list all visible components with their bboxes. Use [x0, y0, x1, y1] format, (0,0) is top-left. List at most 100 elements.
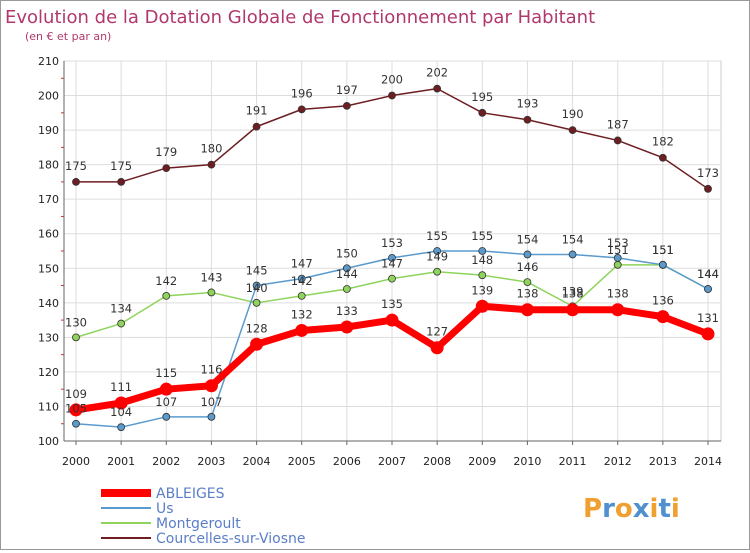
y-tick-label: 100 [38, 435, 59, 448]
chart-subtitle: (en € et par an) [25, 30, 111, 43]
data-label-montgeroult: 142 [291, 274, 313, 288]
logo-letter: r [602, 494, 615, 524]
data-point-courcelles-sur-viosne [117, 178, 126, 186]
data-label-ableiges: 133 [336, 304, 358, 318]
data-point-courcelles-sur-viosne [523, 115, 532, 124]
data-label-montgeroult: 151 [652, 243, 674, 257]
data-point-montgeroult [252, 298, 261, 307]
data-label-courcelles-sur-viosne: 200 [381, 73, 403, 87]
y-tick-label: 110 [38, 400, 59, 413]
data-label-montgeroult: 143 [200, 270, 222, 284]
data-label-ableiges: 138 [607, 287, 629, 301]
data-point-montgeroult [207, 288, 216, 297]
data-label-ableiges: 115 [155, 366, 177, 380]
data-label-montgeroult: 134 [110, 302, 132, 316]
data-point-ableiges [295, 323, 309, 337]
data-point-us [568, 250, 577, 259]
legend-label-courcelles-sur-viosne: Courcelles-sur-Viosne [156, 531, 305, 547]
data-point-us [342, 264, 351, 273]
data-labels: 175 175 179 180 191 196 197 200 202 195 193 190 187 1… [65, 66, 719, 420]
data-label-montgeroult: 139 [562, 284, 584, 298]
data-label-courcelles-sur-viosne: 187 [607, 117, 629, 131]
x-tick-label: 2002 [152, 455, 180, 468]
proxiti-logo: Proxiti [583, 494, 680, 524]
data-point-courcelles-sur-viosne [72, 178, 80, 186]
data-label-courcelles-sur-viosne: 175 [110, 159, 132, 173]
x-tick-label: 2014 [694, 455, 722, 468]
data-label-us: 107 [155, 395, 177, 409]
data-point-us [658, 260, 667, 269]
data-label-montgeroult: 144 [697, 267, 719, 281]
data-label-us: 150 [336, 246, 358, 260]
data-label-us: 145 [246, 264, 268, 278]
x-tick-label: 2003 [197, 455, 225, 468]
data-label-ableiges: 135 [381, 297, 403, 311]
logo-letter: i [671, 494, 680, 524]
data-point-ableiges [114, 396, 128, 410]
y-tick-label: 170 [38, 193, 59, 206]
data-label-montgeroult: 140 [246, 281, 268, 295]
data-label-us: 155 [426, 229, 448, 243]
data-label-us: 147 [291, 257, 313, 271]
data-point-ableiges [475, 299, 489, 313]
legend-label-us: Us [156, 501, 174, 517]
x-tick-label: 2004 [243, 455, 271, 468]
data-point-ableiges [159, 382, 173, 396]
data-point-us [207, 412, 216, 421]
data-label-montgeroult: 144 [336, 267, 358, 281]
grid [63, 60, 722, 442]
data-label-us: 153 [607, 236, 629, 250]
data-label-montgeroult: 130 [65, 315, 87, 329]
data-point-ableiges [520, 303, 534, 317]
data-point-ableiges [566, 303, 580, 317]
data-label-us: 151 [652, 243, 674, 257]
x-tick-label: 2001 [107, 455, 135, 468]
data-point-us [704, 285, 712, 293]
data-point-ableiges [430, 341, 444, 355]
data-label-montgeroult: 142 [155, 274, 177, 288]
data-label-ableiges: 132 [291, 307, 313, 321]
data-point-courcelles-sur-viosne [704, 184, 712, 193]
data-point-courcelles-sur-viosne [568, 126, 577, 134]
series-layer [69, 84, 715, 432]
chart-title: Evolution de la Dotation Globale de Fonc… [5, 7, 595, 28]
x-tick-label: 2013 [649, 455, 677, 468]
data-point-ableiges [656, 310, 670, 324]
logo-letter: x [633, 494, 650, 524]
data-point-us [523, 250, 532, 259]
data-point-us [72, 419, 80, 428]
data-label-courcelles-sur-viosne: 193 [516, 97, 538, 111]
data-point-courcelles-sur-viosne [478, 108, 487, 117]
data-point-ableiges [385, 313, 399, 327]
x-tick-label: 2005 [288, 455, 316, 468]
x-tick-label: 2012 [604, 455, 632, 468]
y-tick-label: 160 [38, 228, 59, 241]
data-label-courcelles-sur-viosne: 182 [652, 135, 674, 149]
data-point-montgeroult [342, 285, 351, 293]
y-tick-label: 120 [38, 366, 59, 379]
legend-label-montgeroult: Montgeroult [156, 516, 241, 532]
logo-letter: t [658, 494, 670, 524]
data-point-courcelles-sur-viosne [613, 136, 622, 145]
logo-letter: P [583, 494, 602, 524]
data-point-montgeroult [613, 260, 622, 269]
data-point-ableiges [69, 403, 83, 417]
data-point-us [252, 281, 261, 290]
legend: ABLEIGESUsMontgeroultCourcelles-sur-Vios… [101, 486, 305, 547]
data-label-us: 105 [65, 402, 87, 416]
data-label-us: 104 [110, 405, 132, 419]
data-point-ableiges [701, 327, 715, 341]
data-label-courcelles-sur-viosne: 180 [200, 142, 222, 156]
data-label-us: 153 [381, 236, 403, 250]
data-point-montgeroult [297, 292, 306, 300]
data-point-montgeroult [523, 278, 532, 286]
data-label-montgeroult: 151 [607, 243, 629, 257]
data-point-courcelles-sur-viosne [433, 84, 442, 93]
data-point-montgeroult [72, 333, 80, 342]
axes: 100 110 120 130 140 150 160 170 180 190 200 210 2000… [38, 55, 722, 468]
y-tick-label: 190 [38, 124, 59, 137]
data-point-ableiges [204, 379, 218, 393]
y-tick-label: 210 [38, 55, 59, 68]
data-point-us [297, 274, 306, 283]
